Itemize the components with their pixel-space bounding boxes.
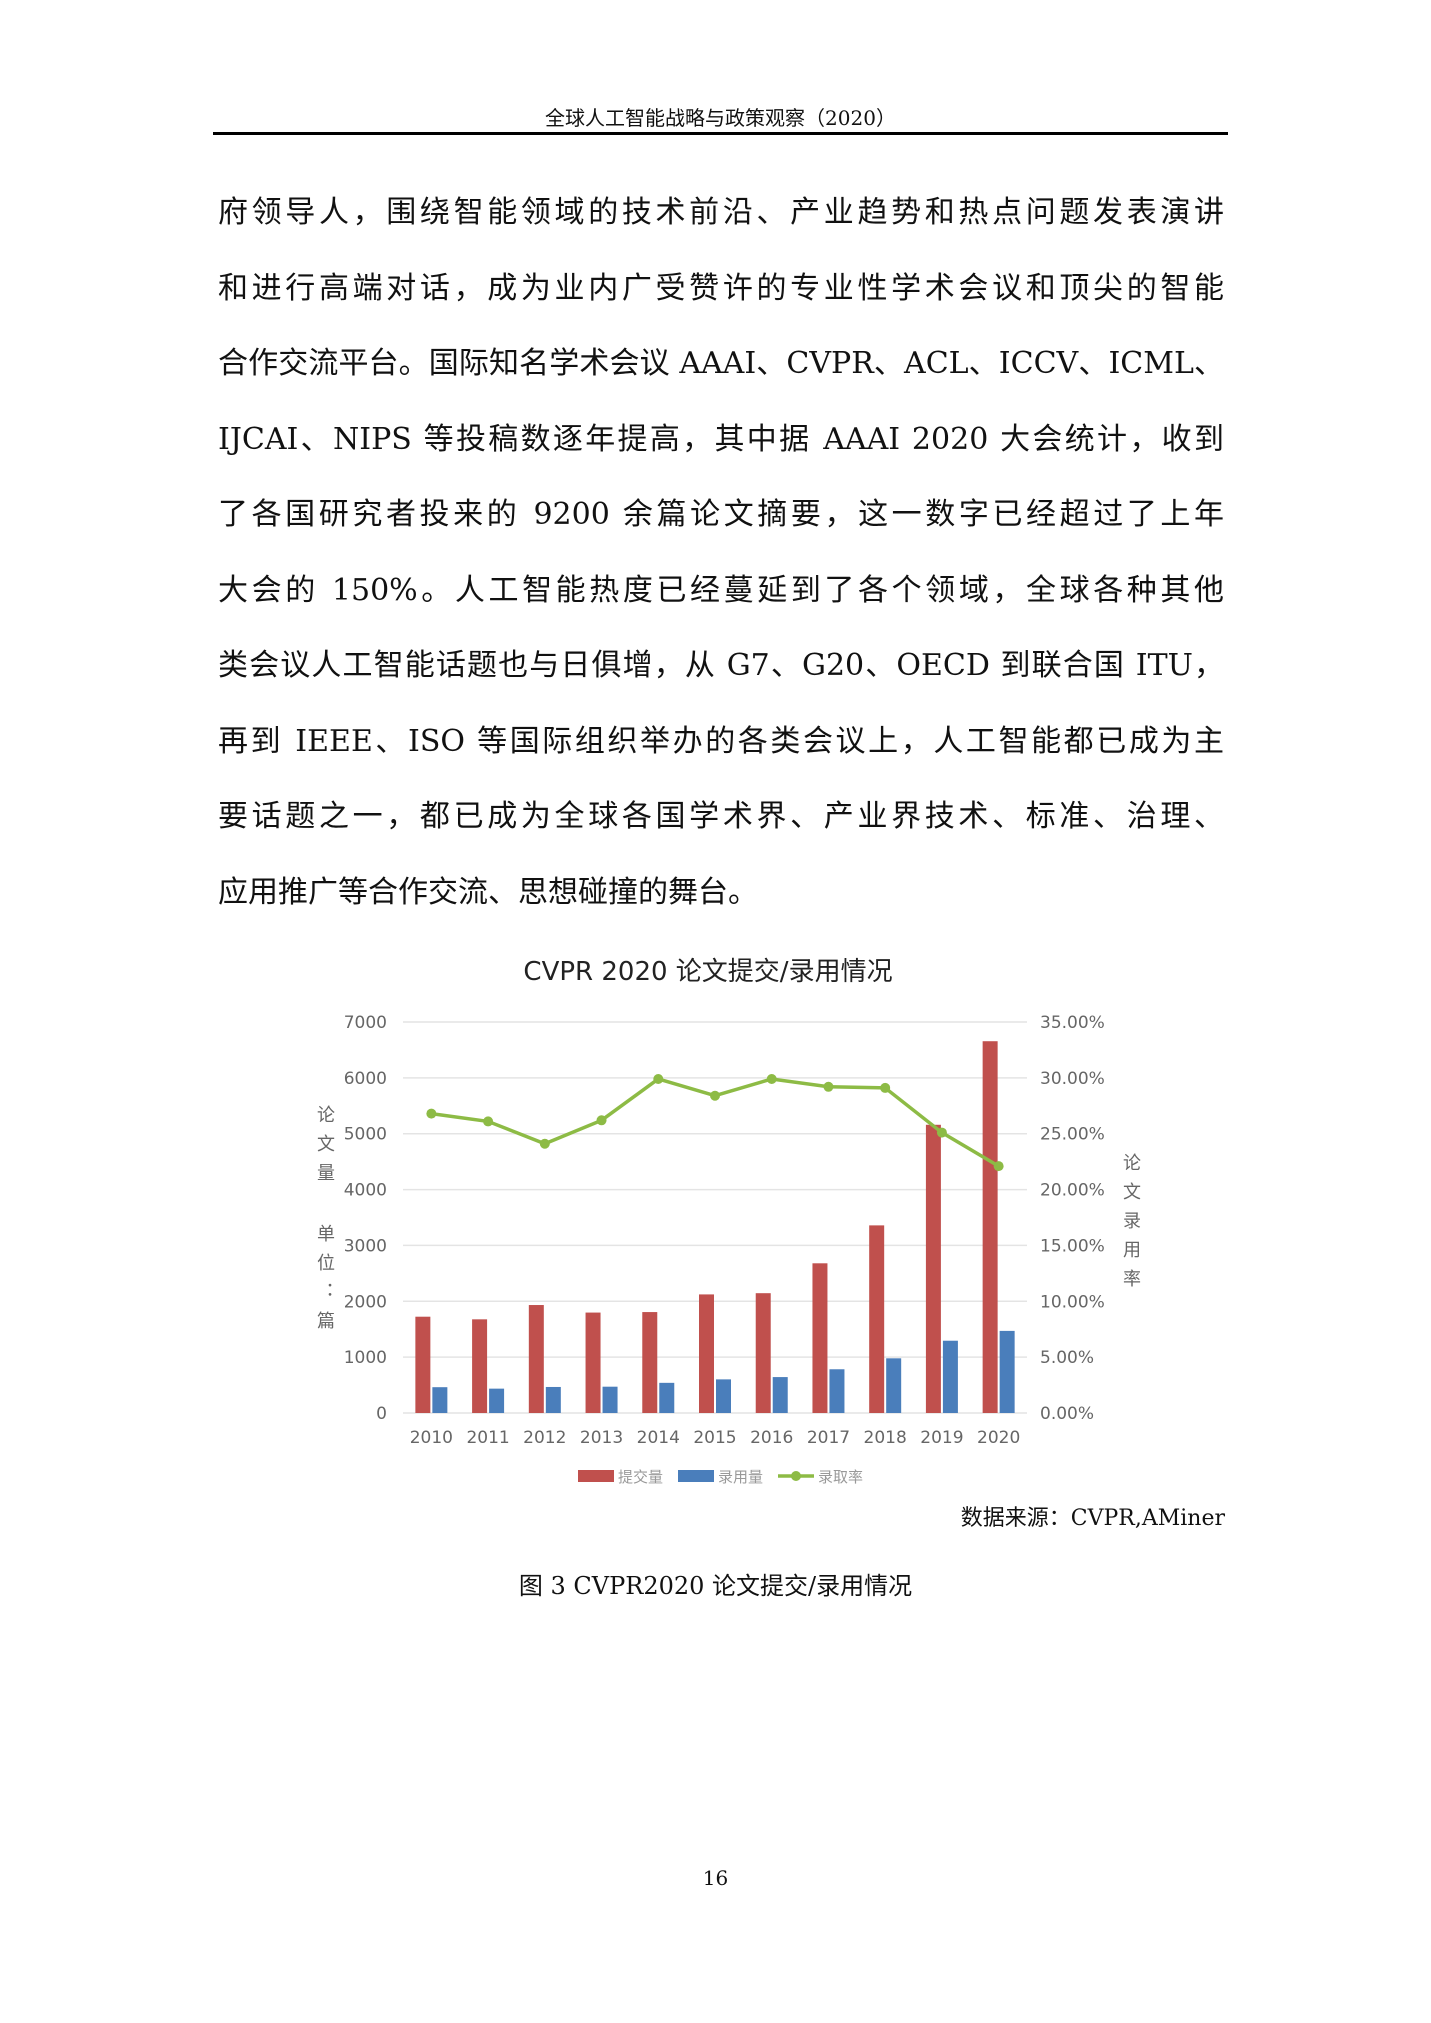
rate-point: [936, 1127, 947, 1138]
x-tick-label: 2010: [410, 1428, 453, 1448]
bar-录用量: [489, 1388, 505, 1413]
bar-提交量: [869, 1225, 885, 1413]
bar-录用量: [716, 1379, 731, 1413]
bar-录用量: [829, 1369, 845, 1413]
x-tick-label: 2016: [750, 1428, 793, 1448]
bar-提交量: [925, 1124, 941, 1413]
rate-point: [596, 1115, 607, 1126]
y-tick-label: 3000: [344, 1236, 387, 1256]
y-tick-label: 7000: [344, 1013, 387, 1033]
x-tick-label: 2017: [807, 1428, 850, 1448]
bar-提交量: [642, 1312, 658, 1413]
text-line: 合作交流平台。国际知名学术会议 AAAI、CVPR、ACL、ICCV、ICML、: [218, 346, 1224, 381]
header-rule: [213, 132, 1228, 135]
bar-录用量: [942, 1340, 958, 1413]
bar-录用量: [602, 1386, 618, 1413]
y2-tick-label: 30.00%: [1040, 1069, 1105, 1089]
legend-swatch: [678, 1470, 714, 1482]
rate-point: [823, 1081, 834, 1092]
text-line: 大会的 150%。人工智能热度已经蔓延到了各个领域，全球各种其他: [218, 572, 1224, 608]
y-tick-label: 0: [376, 1404, 387, 1424]
y2-tick-label: 10.00%: [1040, 1292, 1105, 1312]
text-line: 和进行高端对话，成为业内广受赞许的专业性学术会议和顶尖的智能: [218, 270, 1224, 306]
y-tick-label: 6000: [344, 1069, 387, 1089]
bar-提交量: [755, 1293, 771, 1413]
legend-swatch: [578, 1470, 614, 1482]
bar-录用量: [432, 1387, 448, 1413]
y2-tick-label: 35.00%: [1040, 1013, 1105, 1033]
page-number: 16: [702, 1866, 729, 1890]
y2-tick-label: 15.00%: [1040, 1236, 1105, 1256]
rate-point: [710, 1090, 720, 1101]
x-tick-label: 2011: [466, 1428, 509, 1448]
bar-录用量: [659, 1382, 675, 1413]
y2-axis-label: 论文录用率: [1120, 1153, 1141, 1298]
bar-录用量: [545, 1386, 561, 1413]
x-tick-label: 2019: [920, 1428, 963, 1448]
y-tick-label: 5000: [344, 1125, 387, 1145]
text-line: 应用推广等合作交流、思想碰撞的舞台。: [218, 874, 758, 910]
bar-提交量: [585, 1312, 601, 1413]
y-axis-label: 论文量 单位：篇: [314, 1105, 335, 1340]
cvpr-chart: CVPR 2020 论文提交/录用情况 0 1000 2000 3000 4000 500…: [344, 957, 1105, 1486]
chart-title: CVPR 2020 论文提交/录用情况: [523, 957, 892, 987]
rate-point: [766, 1073, 777, 1084]
text-line: 了各国研究者投来的 9200 余篇论文摘要，这一数字已经超过了上年: [218, 497, 1224, 532]
bar-提交量: [415, 1316, 431, 1413]
x-tick-label: 2014: [637, 1428, 680, 1448]
x-tick-label: 2015: [693, 1428, 736, 1448]
y2-tick-label: 25.00%: [1040, 1125, 1105, 1145]
rate-point: [426, 1108, 437, 1119]
data-source: 数据来源：CVPR,AMiner: [960, 1506, 1225, 1531]
x-tick-label: 2012: [523, 1428, 566, 1448]
bar-提交量: [699, 1294, 714, 1413]
figure-caption: 图 3 CVPR2020 论文提交/录用情况: [518, 1572, 913, 1600]
rate-point: [993, 1161, 1004, 1172]
y-tick-label: 1000: [344, 1348, 387, 1368]
legend-swatch: [791, 1471, 801, 1481]
rate-point: [880, 1082, 891, 1093]
text-line: IJCAI、NIPS 等投稿数逐年提高，其中据 AAAI 2020 大会统计，收…: [218, 421, 1224, 457]
text-line: 类会议人工智能话题也与日俱增，从 G7、G20、OECD 到联合国 ITU，: [218, 648, 1224, 683]
bar-提交量: [528, 1305, 544, 1413]
y2-tick-label: 0.00%: [1040, 1404, 1094, 1424]
legend-label: 录取率: [818, 1468, 863, 1486]
bar-录用量: [999, 1330, 1015, 1413]
y-tick-label: 2000: [344, 1292, 387, 1312]
x-tick-label: 2020: [977, 1428, 1020, 1448]
bar-提交量: [812, 1263, 828, 1413]
bar-提交量: [982, 1041, 998, 1413]
rate-point: [653, 1073, 664, 1084]
bar-录用量: [772, 1377, 788, 1413]
bar-录用量: [886, 1358, 902, 1413]
y-tick-label: 4000: [344, 1181, 387, 1201]
rate-point: [539, 1138, 550, 1149]
text-line: 府领导人，围绕智能领域的技术前沿、产业趋势和热点问题发表演讲: [218, 195, 1224, 230]
x-tick-label: 2013: [580, 1428, 623, 1448]
text-line: 要话题之一，都已成为全球各国学术界、产业界技术、标准、治理、: [218, 799, 1224, 834]
legend-label: 录用量: [718, 1468, 763, 1486]
running-header: 全球人工智能战略与政策观察（2020）: [545, 106, 896, 130]
body-text: 府领导人，围绕智能领域的技术前沿、产业趋势和热点问题发表演讲 和进行高端对话，成…: [218, 190, 1224, 945]
text-line: 再到 IEEE、ISO 等国际组织举办的各类会议上，人工智能都已成为主: [218, 723, 1224, 759]
bar-提交量: [472, 1319, 488, 1413]
x-tick-label: 2018: [864, 1428, 907, 1448]
y2-tick-label: 5.00%: [1040, 1348, 1094, 1368]
y2-tick-label: 20.00%: [1040, 1181, 1105, 1201]
rate-point: [483, 1116, 494, 1127]
legend-label: 提交量: [618, 1468, 663, 1486]
